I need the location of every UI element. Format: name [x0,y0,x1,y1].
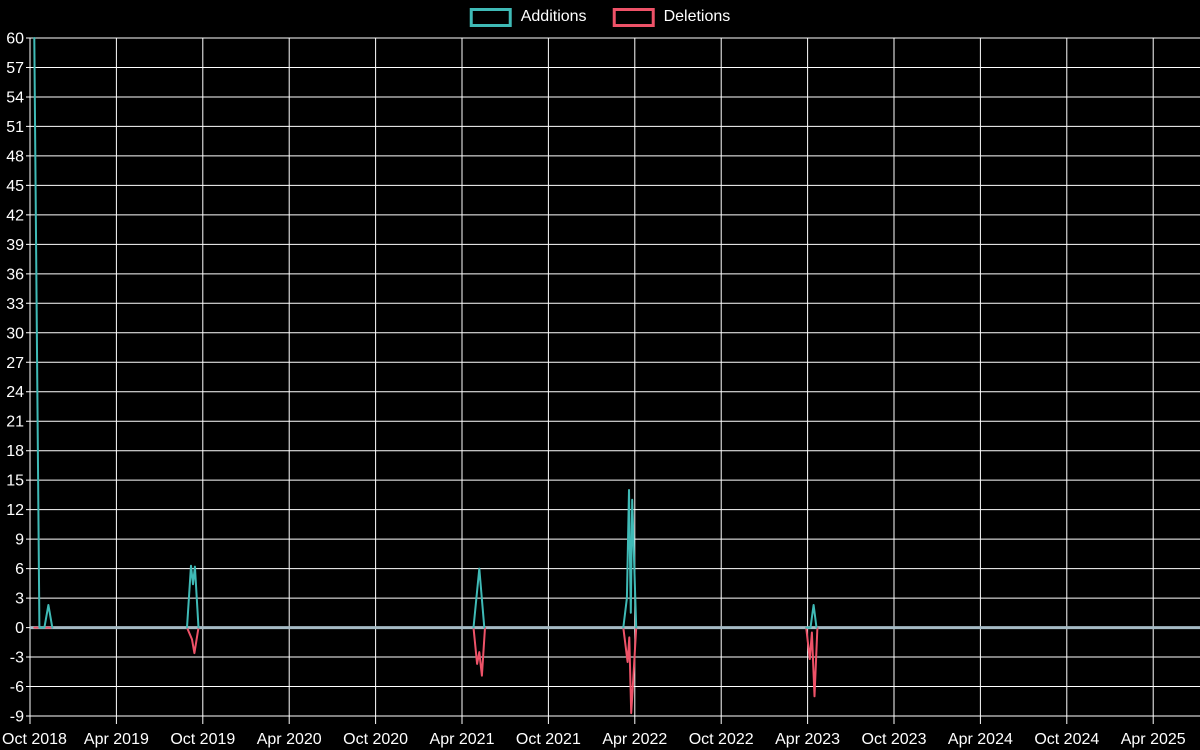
x-tick-label: Oct 2023 [862,731,927,748]
y-tick-label: -9 [10,709,24,726]
x-tick-label: Oct 2019 [170,731,235,748]
y-tick-label: 15 [6,473,24,490]
x-tick-label: Apr 2020 [257,731,322,748]
x-tick-label: Oct 2020 [343,731,408,748]
y-tick-label: 27 [6,355,24,372]
y-tick-label: 48 [6,148,24,165]
legend-label-additions: Additions [520,8,587,25]
y-tick-label: -6 [10,679,24,696]
x-tick-label: Apr 2024 [948,731,1013,748]
x-tick-label: Oct 2018 [2,731,67,748]
y-tick-label: 57 [6,60,24,77]
x-tick-label: Apr 2022 [602,731,667,748]
series-line-additions [33,37,54,629]
series-line-deletions [472,626,486,677]
y-tick-label: 36 [6,266,24,283]
y-tick-label: 6 [15,561,24,578]
legend-label-deletions: Deletions [663,8,731,25]
series-line-additions [186,564,200,629]
additions-swatch-icon [469,7,512,27]
x-tick-label: Oct 2022 [689,731,754,748]
y-tick-label: 51 [6,119,24,136]
x-tick-label: Apr 2025 [1121,731,1186,748]
legend-item-additions[interactable]: Additions [469,7,587,27]
y-tick-label: 24 [6,384,24,401]
y-tick-label: 42 [6,207,24,224]
y-tick-label: 39 [6,237,24,254]
y-tick-label: 45 [6,178,24,195]
series-line-additions [805,604,818,629]
y-tick-label: 18 [6,443,24,460]
x-tick-label: Oct 2021 [516,731,581,748]
y-tick-label: 33 [6,296,24,313]
series-line-additions [622,489,638,629]
y-tick-label: 21 [6,414,24,431]
y-tick-label: 12 [6,502,24,519]
y-tick-label: 54 [6,89,24,106]
x-tick-label: Oct 2024 [1034,731,1099,748]
y-tick-label: 30 [6,325,24,342]
series-line-additions [472,567,486,629]
y-tick-label: 0 [15,620,24,637]
deletions-swatch-icon [612,7,655,27]
chart-legend: Additions Deletions [469,7,731,27]
legend-item-deletions[interactable]: Deletions [612,7,731,27]
x-tick-label: Apr 2019 [84,731,149,748]
y-tick-label: 3 [15,591,24,608]
x-tick-label: Apr 2023 [775,731,840,748]
y-tick-label: 60 [6,31,24,48]
series-line-deletions [622,626,638,715]
y-tick-label: -3 [10,650,24,667]
y-tick-label: 9 [15,532,24,549]
series-line-deletions [805,626,819,698]
x-tick-label: Apr 2021 [430,731,495,748]
series-line-deletions [186,626,200,655]
